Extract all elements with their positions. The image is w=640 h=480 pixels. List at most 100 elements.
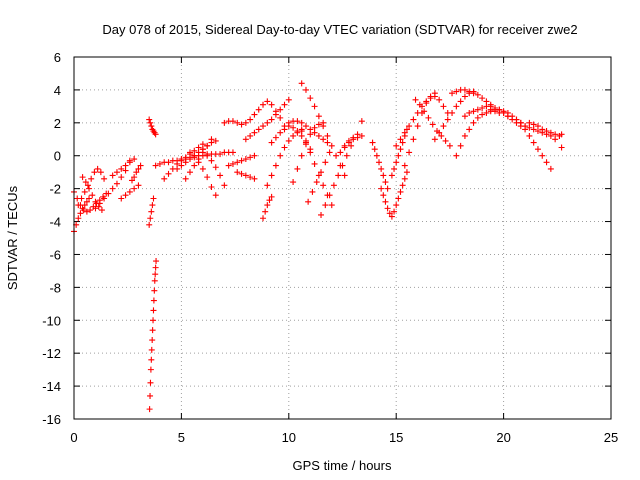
- series-s16: [186, 149, 219, 199]
- series-s35: [378, 185, 395, 220]
- x-tick-label: 25: [604, 430, 618, 445]
- data-point: [208, 157, 215, 164]
- data-point: [95, 203, 102, 210]
- data-point: [318, 211, 325, 218]
- data-point: [152, 264, 159, 271]
- data-point: [547, 165, 554, 172]
- data-point: [174, 165, 181, 172]
- data-point: [543, 159, 550, 166]
- data-point: [393, 159, 400, 166]
- data-point: [75, 202, 82, 209]
- data-point: [388, 213, 395, 220]
- data-point: [530, 139, 537, 146]
- data-point: [397, 188, 404, 195]
- data-point: [427, 95, 434, 102]
- data-point: [382, 198, 389, 205]
- data-point: [242, 172, 249, 179]
- data-point: [457, 142, 464, 149]
- data-point: [358, 132, 365, 139]
- data-point: [403, 169, 410, 176]
- data-point: [152, 271, 159, 278]
- data-point: [147, 366, 154, 373]
- data-point: [131, 185, 138, 192]
- data-point: [152, 162, 159, 169]
- data-point: [208, 183, 215, 190]
- data-point: [558, 144, 565, 151]
- data-point: [348, 142, 355, 149]
- data-point: [186, 149, 193, 156]
- data-point: [307, 149, 314, 156]
- data-point: [146, 116, 153, 123]
- data-point: [75, 215, 82, 222]
- data-point: [81, 188, 88, 195]
- series-s18: [221, 118, 245, 128]
- data-point: [431, 136, 438, 143]
- data-point: [315, 121, 322, 128]
- data-point: [397, 136, 404, 143]
- data-point: [341, 142, 348, 149]
- data-point: [113, 169, 120, 176]
- data-point: [182, 175, 189, 182]
- data-point: [148, 208, 155, 215]
- data-point: [393, 142, 400, 149]
- data-point: [298, 132, 305, 139]
- data-point: [247, 174, 254, 181]
- data-point: [152, 131, 159, 138]
- series-s22: [242, 98, 284, 126]
- data-point: [324, 139, 331, 146]
- data-point: [217, 151, 224, 158]
- data-point: [151, 277, 158, 284]
- series-s10: [146, 195, 157, 228]
- data-point: [146, 221, 153, 228]
- data-point: [285, 119, 292, 126]
- x-axis-label: GPS time / hours: [293, 458, 392, 473]
- data-point: [182, 159, 189, 166]
- data-point: [268, 139, 275, 146]
- data-point: [82, 179, 89, 186]
- data-point: [285, 96, 292, 103]
- data-point: [539, 126, 546, 133]
- data-point: [552, 131, 559, 138]
- data-point: [135, 165, 142, 172]
- data-point: [410, 116, 417, 123]
- data-point: [391, 208, 398, 215]
- data-point: [305, 198, 312, 205]
- data-point: [461, 93, 468, 100]
- data-point: [251, 152, 258, 159]
- data-point: [281, 101, 288, 108]
- data-point: [260, 215, 267, 222]
- data-point: [204, 174, 211, 181]
- data-point: [264, 202, 271, 209]
- data-point: [380, 192, 387, 199]
- data-point: [186, 156, 193, 163]
- data-point: [522, 123, 529, 130]
- data-point: [399, 182, 406, 189]
- series-s28: [290, 119, 327, 186]
- y-tick-label: -14: [42, 379, 61, 394]
- series-s4: [79, 174, 105, 214]
- data-point: [165, 170, 172, 177]
- series-s43: [453, 108, 503, 159]
- series-s8: [128, 162, 144, 184]
- data-point: [320, 136, 327, 143]
- data-point: [151, 287, 158, 294]
- series-s11: [146, 258, 160, 413]
- data-point: [266, 197, 273, 204]
- series-s2: [71, 195, 93, 235]
- data-point: [395, 152, 402, 159]
- data-point: [247, 154, 254, 161]
- series-s19: [225, 152, 258, 169]
- data-point: [382, 179, 389, 186]
- data-point: [373, 152, 380, 159]
- data-point: [479, 111, 486, 118]
- data-point: [92, 205, 99, 212]
- data-point: [345, 137, 352, 144]
- data-point: [199, 165, 206, 172]
- data-point: [384, 205, 391, 212]
- data-point: [339, 162, 346, 169]
- series-s3: [75, 165, 108, 209]
- data-point: [238, 157, 245, 164]
- data-point: [277, 106, 284, 113]
- data-point: [294, 128, 301, 135]
- data-point: [298, 126, 305, 133]
